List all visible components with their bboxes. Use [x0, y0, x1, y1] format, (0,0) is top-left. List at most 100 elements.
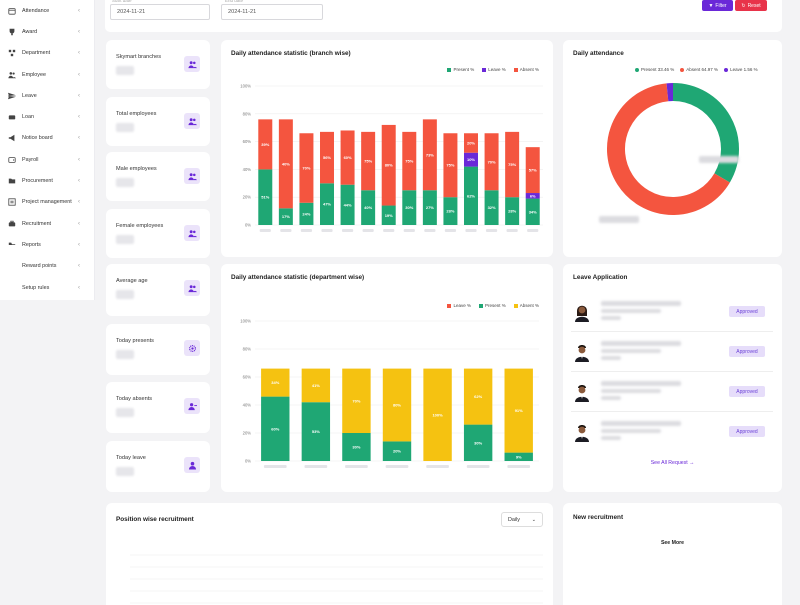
stat-title: Today leave: [116, 455, 146, 461]
end-date-input[interactable]: 2024-11-21: [221, 4, 323, 20]
leave-type: [601, 316, 621, 320]
department-icon: [7, 48, 17, 58]
x-tick-label: [321, 229, 333, 232]
bar-segment: [340, 184, 355, 225]
x-tick-label: [341, 229, 354, 232]
plane-icon: [7, 91, 17, 101]
filter-button[interactable]: ▼ Filter: [702, 0, 733, 11]
bar-segment: [382, 368, 412, 442]
sidebar-item-employee[interactable]: Employee ‹: [0, 64, 94, 85]
bar-segment: [422, 190, 437, 225]
bar-data-label: 19%: [385, 213, 393, 218]
stat-card-male-employees: Male employees: [106, 152, 210, 201]
x-tick-label: [280, 229, 292, 232]
start-date-input[interactable]: 2024-11-21: [110, 4, 210, 20]
stat-card-total-employees: Total employees: [106, 97, 210, 146]
y-tick-label: 60%: [243, 375, 252, 380]
stat-value: [116, 467, 134, 476]
sidebar-item-label: Reward points: [22, 263, 57, 270]
stat-title: Total employees: [116, 111, 157, 117]
y-tick-label: 80%: [243, 347, 252, 352]
legend-leave: Leave 1.56 %: [724, 67, 758, 72]
bar-segment: [361, 190, 376, 225]
sidebar-item-leave[interactable]: Leave ‹: [0, 85, 94, 106]
leave-type: [601, 396, 621, 400]
bar-data-label: 40%: [282, 161, 290, 166]
bar-data-label: 6%: [530, 193, 536, 198]
megaphone-icon: [7, 133, 17, 143]
y-tick-label: 40%: [243, 403, 252, 408]
bar-segment: [504, 368, 533, 453]
bar-data-label: 27%: [426, 205, 434, 210]
stat-title: Today absents: [116, 396, 153, 402]
donut-slice: [672, 83, 739, 183]
sidebar-item-label: Setup rules: [22, 284, 50, 291]
department-chart-title: Daily attendance statistic (department w…: [231, 274, 365, 281]
bar-data-label: 30%: [474, 440, 482, 445]
chevron-left-icon: ‹: [78, 7, 80, 14]
see-more-link[interactable]: See More: [660, 540, 685, 546]
stat-title: Today presents: [116, 338, 154, 344]
sidebar-item-loan[interactable]: Loan ‹: [0, 106, 94, 127]
branch-attendance-card: Daily attendance statistic (branch wise)…: [221, 40, 553, 257]
bar-segment: [402, 190, 417, 225]
bar-segment: [299, 202, 314, 225]
legend-leave: Leave %: [482, 67, 506, 72]
sidebar-item-label: Recruitment: [22, 220, 52, 227]
sidebar-item-attendance[interactable]: Attendance ‹: [0, 0, 94, 21]
bar-segment: [525, 147, 540, 194]
sidebar-item-department[interactable]: Department ‹: [0, 43, 94, 64]
bar-segment: [463, 368, 493, 425]
branch-bar-chart: 0% 20% 40% 60% 80% 100% 51% 39% 17% 40% 24% 70% 47% 5…: [240, 84, 543, 232]
stat-value: [116, 235, 134, 244]
stat-value: [116, 66, 134, 75]
sidebar-item-reports[interactable]: Reports ‹: [0, 234, 94, 255]
bar-segment: [320, 183, 334, 225]
reset-button[interactable]: ↻ Reset: [735, 0, 767, 11]
legend-present: Present %: [478, 303, 506, 308]
bar-data-label: 73%: [426, 152, 434, 157]
sidebar-item-award[interactable]: Award ‹: [0, 21, 94, 42]
bar-segment: [299, 133, 314, 203]
leave-request-row[interactable]: Approved: [571, 412, 773, 452]
sidebar-item-project-management[interactable]: Project management ‹: [0, 192, 94, 213]
sidebar-item-setup-rules[interactable]: Setup rules ‹: [0, 277, 94, 298]
bar-segment: [342, 433, 371, 461]
bar-segment: [443, 197, 458, 225]
employee-name: [601, 341, 681, 346]
bar-data-label: 75%: [364, 159, 372, 164]
chevron-left-icon: ‹: [78, 199, 80, 206]
y-tick-label: 0%: [245, 459, 251, 464]
legend-absent: Absent 64.97 %: [680, 67, 718, 72]
leave-request-row[interactable]: Approved: [571, 332, 773, 372]
position-recruitment-title: Position wise recruitment: [116, 516, 194, 523]
leave-request-row[interactable]: Approved: [571, 292, 773, 332]
chevron-left-icon: ‹: [78, 263, 80, 270]
sidebar-item-recruitment[interactable]: Recruitment ‹: [0, 213, 94, 234]
chevron-left-icon: ‹: [78, 241, 80, 248]
sidebar-item-procurement[interactable]: Procurement ‹: [0, 170, 94, 191]
x-tick-label: [383, 229, 395, 232]
y-tick-label: 80%: [243, 111, 252, 116]
bar-segment: [463, 424, 493, 461]
chevron-left-icon: ‹: [78, 92, 80, 99]
bar-segment: [525, 193, 540, 199]
x-tick-label: [263, 465, 287, 468]
period-select[interactable]: Daily ⌄: [501, 512, 543, 527]
recruitment-gridlines: [130, 554, 543, 604]
y-tick-label: 0%: [245, 223, 251, 228]
sidebar-item-reward-points[interactable]: Reward points ‹: [0, 256, 94, 277]
leave-request-row[interactable]: Approved: [571, 372, 773, 412]
bar-data-label: 24%: [302, 211, 310, 216]
employee-name: [601, 421, 681, 426]
x-tick-label: [345, 465, 368, 468]
sidebar-item-payroll[interactable]: Payroll ‹: [0, 149, 94, 170]
bar-data-label: 34%: [529, 209, 537, 214]
sidebar-item-notice-board[interactable]: Notice board ‹: [0, 128, 94, 149]
legend-present: Present %: [447, 67, 474, 72]
status-badge: Approved: [729, 306, 765, 317]
stat-card-today-leave: Today leave: [106, 441, 210, 492]
sidebar-item-label: Attendance: [22, 7, 50, 14]
see-all-requests-link[interactable]: See All Request →: [650, 460, 695, 466]
leave-dates: [601, 389, 661, 393]
